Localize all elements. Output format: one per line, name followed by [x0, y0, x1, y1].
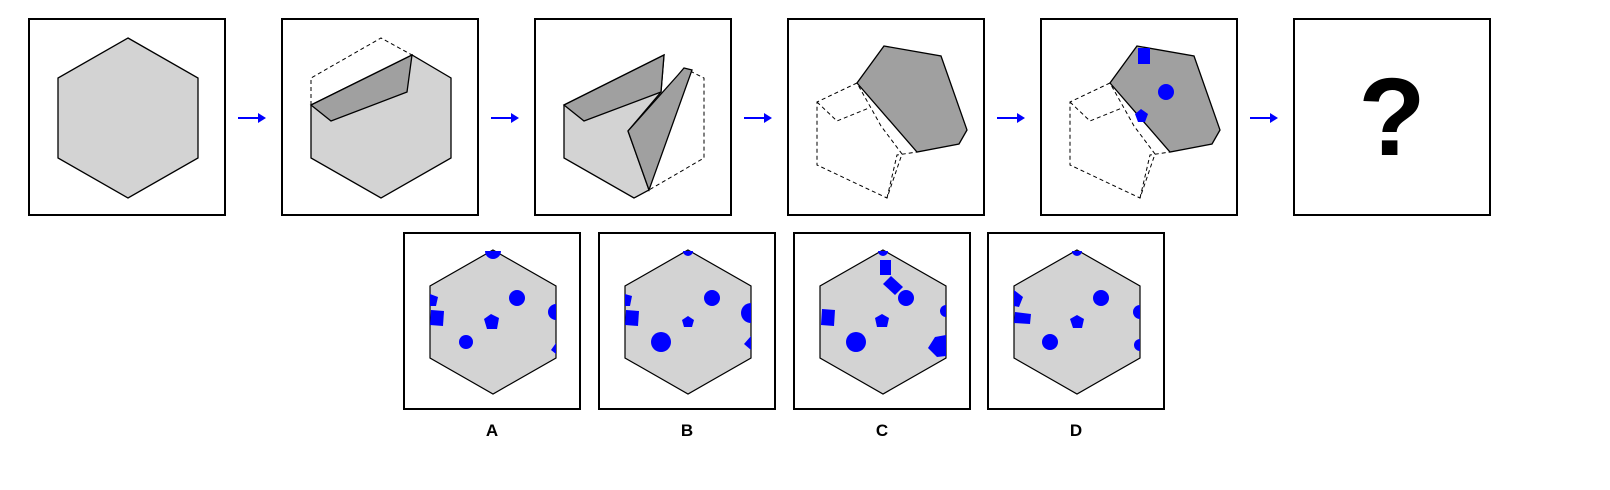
pentagon-hole: [682, 316, 694, 327]
option-a-label[interactable]: A: [485, 421, 499, 440]
pentagon-hole: [430, 294, 438, 306]
arrow-icon: [744, 113, 772, 123]
pentagon-hole: [625, 294, 632, 306]
circle-hole: [651, 332, 671, 352]
step-2-panel: [281, 18, 479, 216]
fold-outline-dashed: [886, 151, 918, 199]
triangle-hole: [551, 343, 556, 354]
square-hole: [1138, 48, 1150, 64]
semicircle-hole: [1133, 305, 1140, 319]
step-2-figure: [309, 37, 452, 199]
pentagon-hole: [1070, 315, 1084, 328]
semicircle-hole: [548, 304, 556, 320]
option-c-figure: [819, 249, 947, 395]
option-d-figure: [1013, 249, 1141, 395]
triangle-hole: [744, 336, 751, 350]
semicircle-hole: [878, 251, 888, 256]
arrow-icon: [997, 113, 1025, 123]
circle-hole: [1093, 290, 1109, 306]
option-a-figure: [429, 249, 557, 395]
square-hole: [883, 276, 903, 295]
square-hole: [430, 310, 444, 326]
step-5-panel: [1040, 18, 1238, 216]
step-4-figure: [816, 45, 968, 199]
semicircle-hole: [485, 251, 501, 259]
semicircle-hole: [940, 305, 946, 317]
arrow-icon: [238, 113, 266, 123]
option-b-figure: [624, 249, 752, 395]
hole-markers: [625, 251, 751, 352]
folded-stack: [856, 45, 968, 153]
folded-flap: [309, 53, 413, 122]
step-3-panel: [534, 18, 732, 216]
step-4-panel: [787, 18, 985, 216]
step-3-figure: [562, 53, 705, 199]
hole-markers: [1014, 251, 1140, 351]
circle-hole: [704, 290, 720, 306]
fold-outline-dashed: [816, 101, 870, 122]
unfolded-hexagon: [57, 37, 199, 199]
arrow-icon: [1250, 113, 1278, 123]
semicircle-hole: [683, 251, 693, 256]
circle-hole: [898, 290, 914, 306]
circle-hole: [1042, 334, 1058, 350]
square-hole: [625, 310, 639, 326]
fold-outline-dashed: [1139, 151, 1171, 199]
square-hole: [1014, 312, 1031, 324]
option-c-panel[interactable]: [793, 232, 971, 410]
circle-hole: [1158, 84, 1174, 100]
semicircle-hole: [1134, 339, 1140, 351]
square-hole: [880, 260, 891, 275]
arrow-icon: [491, 113, 519, 123]
question-mark: ?: [1358, 55, 1426, 179]
square-hole: [821, 309, 835, 326]
option-c-label[interactable]: C: [875, 421, 889, 440]
option-b-panel[interactable]: [598, 232, 776, 410]
folded-flap: [562, 53, 665, 122]
pentagon-hole: [928, 335, 946, 357]
fold-outline-dashed: [648, 67, 705, 191]
option-a-panel[interactable]: [403, 232, 581, 410]
circle-hole: [509, 290, 525, 306]
second-fold-flap: [627, 67, 693, 192]
fold-outline-dashed: [1069, 101, 1123, 122]
step-5-figure: [1069, 45, 1221, 199]
pentagon-hole: [1135, 109, 1148, 122]
semicircle-hole: [741, 303, 751, 323]
hole-markers: [430, 251, 556, 354]
step-1-panel: [28, 18, 226, 216]
circle-hole: [459, 335, 473, 349]
hole-markers: [821, 251, 946, 357]
option-d-panel[interactable]: [987, 232, 1165, 410]
circle-hole: [846, 332, 866, 352]
step-1-figure: [57, 37, 199, 199]
pentagon-hole: [1014, 290, 1023, 307]
pentagon-hole: [875, 314, 889, 327]
pentagon-hole: [484, 314, 499, 329]
step-6-panel: ?: [1293, 18, 1491, 216]
option-d-label[interactable]: D: [1069, 421, 1083, 440]
option-b-label[interactable]: B: [680, 421, 694, 440]
semicircle-hole: [1072, 251, 1082, 256]
